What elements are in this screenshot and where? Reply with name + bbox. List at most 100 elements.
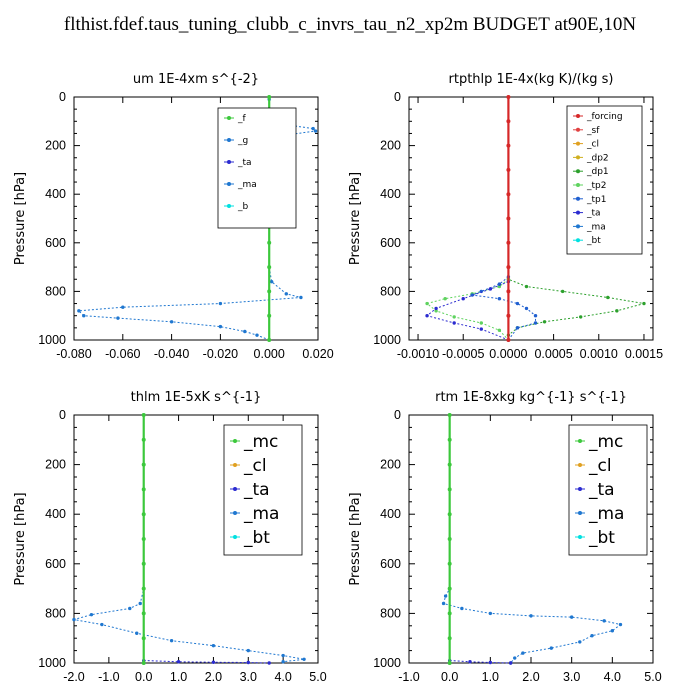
data-point	[141, 462, 146, 467]
data-point	[479, 327, 483, 331]
data-point	[506, 289, 511, 294]
data-point	[452, 315, 456, 319]
y-tick-label: 400	[380, 187, 401, 201]
y-tick-label: 600	[45, 236, 66, 250]
data-point	[615, 309, 619, 313]
legend-marker	[576, 224, 580, 229]
x-tick-label: 1.0	[482, 670, 499, 684]
x-tick-label: 3.0	[240, 670, 257, 684]
data-point	[82, 314, 86, 318]
y-tick-label: 0	[59, 408, 66, 422]
x-tick-label: -1.0	[398, 670, 420, 684]
legend-entry: _sf	[586, 126, 600, 136]
legend-marker	[578, 511, 582, 515]
legend-entry: _ta	[237, 158, 252, 168]
data-point	[121, 305, 125, 309]
data-point	[141, 413, 146, 417]
legend-box	[568, 424, 648, 556]
data-point	[169, 638, 174, 643]
legend-entry: _ta	[588, 480, 615, 500]
y-tick-label: 200	[380, 139, 401, 153]
data-point	[441, 601, 446, 606]
data-point	[100, 622, 104, 627]
data-point	[447, 537, 452, 541]
data-point	[269, 279, 274, 284]
x-tick-label: -0.020	[203, 347, 238, 361]
legend-marker	[233, 511, 237, 515]
x-tick-label: -0.080	[56, 347, 91, 361]
data-point	[267, 240, 272, 245]
data-point	[497, 284, 502, 289]
data-point	[141, 636, 146, 641]
data-point	[569, 615, 574, 619]
legend-entry: _tp2	[586, 181, 606, 191]
legend-box	[217, 107, 297, 229]
data-point	[138, 601, 142, 606]
x-tick-label: 4.0	[274, 670, 291, 684]
series-line	[425, 281, 509, 341]
data-point	[246, 660, 250, 665]
x-tick-label: 2.0	[205, 670, 222, 684]
data-point	[141, 611, 146, 616]
legend-box	[223, 424, 303, 556]
page-title: flthist.fdef.taus_tuning_clubb_c_invrs_t…	[63, 14, 637, 35]
data-point	[506, 143, 511, 148]
data-point	[218, 324, 223, 329]
legend-entry: _ma	[237, 180, 257, 190]
x-tick-label: -0.060	[105, 347, 140, 361]
legend-marker	[227, 204, 231, 208]
y-tick-label: 200	[45, 139, 66, 153]
data-point	[447, 462, 452, 467]
panel-title: um 1E-4xm s^{-2}	[133, 72, 259, 87]
legend-marker	[578, 487, 582, 491]
data-point	[302, 657, 306, 661]
legend-entry: _ta	[243, 480, 270, 500]
data-point	[313, 129, 318, 133]
data-point	[578, 640, 582, 644]
data-point	[479, 321, 483, 325]
data-point	[89, 612, 94, 617]
legend-entry: _dp2	[586, 153, 609, 163]
data-point	[447, 487, 452, 492]
data-point	[141, 512, 146, 517]
y-axis-label: Pressure [hPa]	[13, 172, 28, 265]
x-tick-label: 0.0000	[489, 347, 527, 361]
x-tick-label: 5.0	[309, 670, 326, 684]
data-point	[488, 611, 493, 616]
y-tick-label: 400	[45, 507, 66, 521]
x-tick-label: -2.0	[63, 670, 85, 684]
data-point	[243, 329, 247, 334]
legend-marker	[233, 487, 237, 491]
legend-marker	[578, 439, 582, 443]
data-point	[497, 296, 502, 301]
data-point	[506, 216, 511, 221]
data-point	[267, 661, 271, 665]
data-point	[284, 292, 288, 296]
data-point	[488, 660, 493, 665]
legend-entry: _tp1	[586, 195, 606, 205]
data-point	[549, 646, 554, 650]
data-point	[506, 119, 511, 124]
data-point	[255, 333, 259, 337]
data-point	[443, 594, 448, 598]
legend-marker	[576, 114, 580, 118]
legend-entry: _g	[237, 136, 248, 146]
data-point	[515, 301, 520, 306]
x-tick-label: 2.0	[522, 670, 539, 684]
legend-marker	[576, 155, 580, 160]
data-point	[267, 95, 272, 99]
y-tick-label: 400	[45, 187, 66, 201]
data-point	[443, 296, 447, 301]
data-point	[267, 289, 272, 294]
y-tick-label: 800	[380, 284, 401, 298]
data-point	[452, 321, 456, 325]
data-point	[447, 512, 452, 517]
x-tick-label: -0.0005	[442, 347, 484, 361]
data-point	[579, 315, 583, 319]
data-point	[425, 301, 429, 306]
y-tick-label: 400	[380, 507, 401, 521]
legend-entry: _cl	[243, 456, 267, 476]
legend-marker	[233, 439, 237, 443]
